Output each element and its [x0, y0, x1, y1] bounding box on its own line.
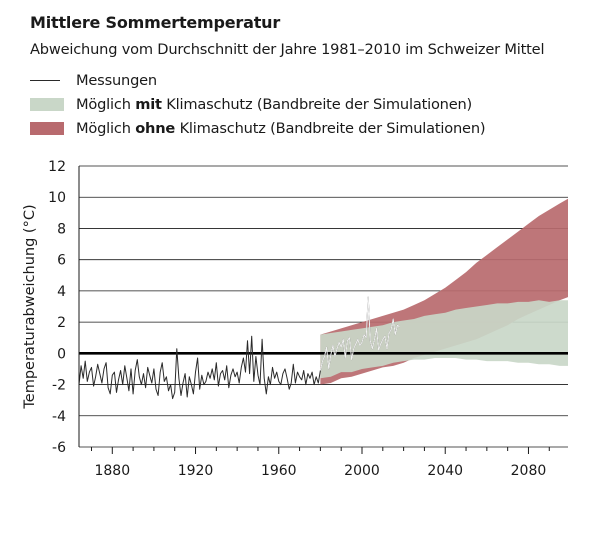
- x-tick-label: 2080: [511, 463, 547, 479]
- without-protection-swatch: [30, 121, 64, 135]
- with-protection-swatch: [30, 97, 64, 111]
- x-tick-label: 1920: [178, 463, 214, 479]
- band-with-protection: [320, 300, 568, 379]
- y-tick-label: 6: [57, 253, 66, 269]
- x-tick-label: 2000: [344, 463, 380, 479]
- measurement-line: [78, 296, 400, 400]
- y-axis-label: Temperaturabweichung (°C): [22, 204, 38, 409]
- measurement-recent-line: [319, 296, 400, 371]
- legend-item-measurements: Messungen: [30, 68, 485, 92]
- y-tick-label: -6: [52, 440, 66, 456]
- y-tick-label: 2: [57, 315, 66, 331]
- x-tick-label: 1880: [94, 463, 130, 479]
- measurements-swatch: [30, 79, 60, 81]
- chart-title: Mittlere Sommertemperatur: [30, 13, 281, 32]
- x-tick-label: 2040: [427, 463, 463, 479]
- grid-lines: [79, 165, 568, 448]
- simulation-bands: [320, 198, 568, 385]
- y-tick-label: -2: [52, 378, 66, 394]
- y-tick-label: 4: [57, 284, 66, 300]
- legend-label-with-protection: Möglich mit Klimaschutz (Bandbreite der …: [76, 95, 473, 113]
- x-tick-label: 1960: [261, 463, 297, 479]
- legend: Messungen Möglich mit Klimaschutz (Bandb…: [30, 68, 486, 140]
- y-tick-label: 0: [57, 346, 66, 362]
- legend-item-with-protection: Möglich mit Klimaschutz (Bandbreite der …: [30, 92, 485, 116]
- legend-label-measurements: Messungen: [76, 71, 157, 89]
- legend-label-without-protection: Möglich ohne Klimaschutz (Bandbreite der…: [76, 119, 486, 137]
- chart-subtitle: Abweichung vom Durchschnitt der Jahre 19…: [30, 41, 545, 58]
- y-tick-label: 8: [57, 221, 66, 237]
- legend-item-without-protection: Möglich ohne Klimaschutz (Bandbreite der…: [30, 116, 486, 140]
- y-tick-label: -4: [52, 409, 66, 425]
- axes: -6 -4 -2 0 2 4 6 8 10 12 1880 1920 1960 2000 2040 2080: [48, 159, 550, 479]
- y-tick-label: 10: [48, 190, 66, 206]
- y-tick-label: 12: [48, 159, 66, 175]
